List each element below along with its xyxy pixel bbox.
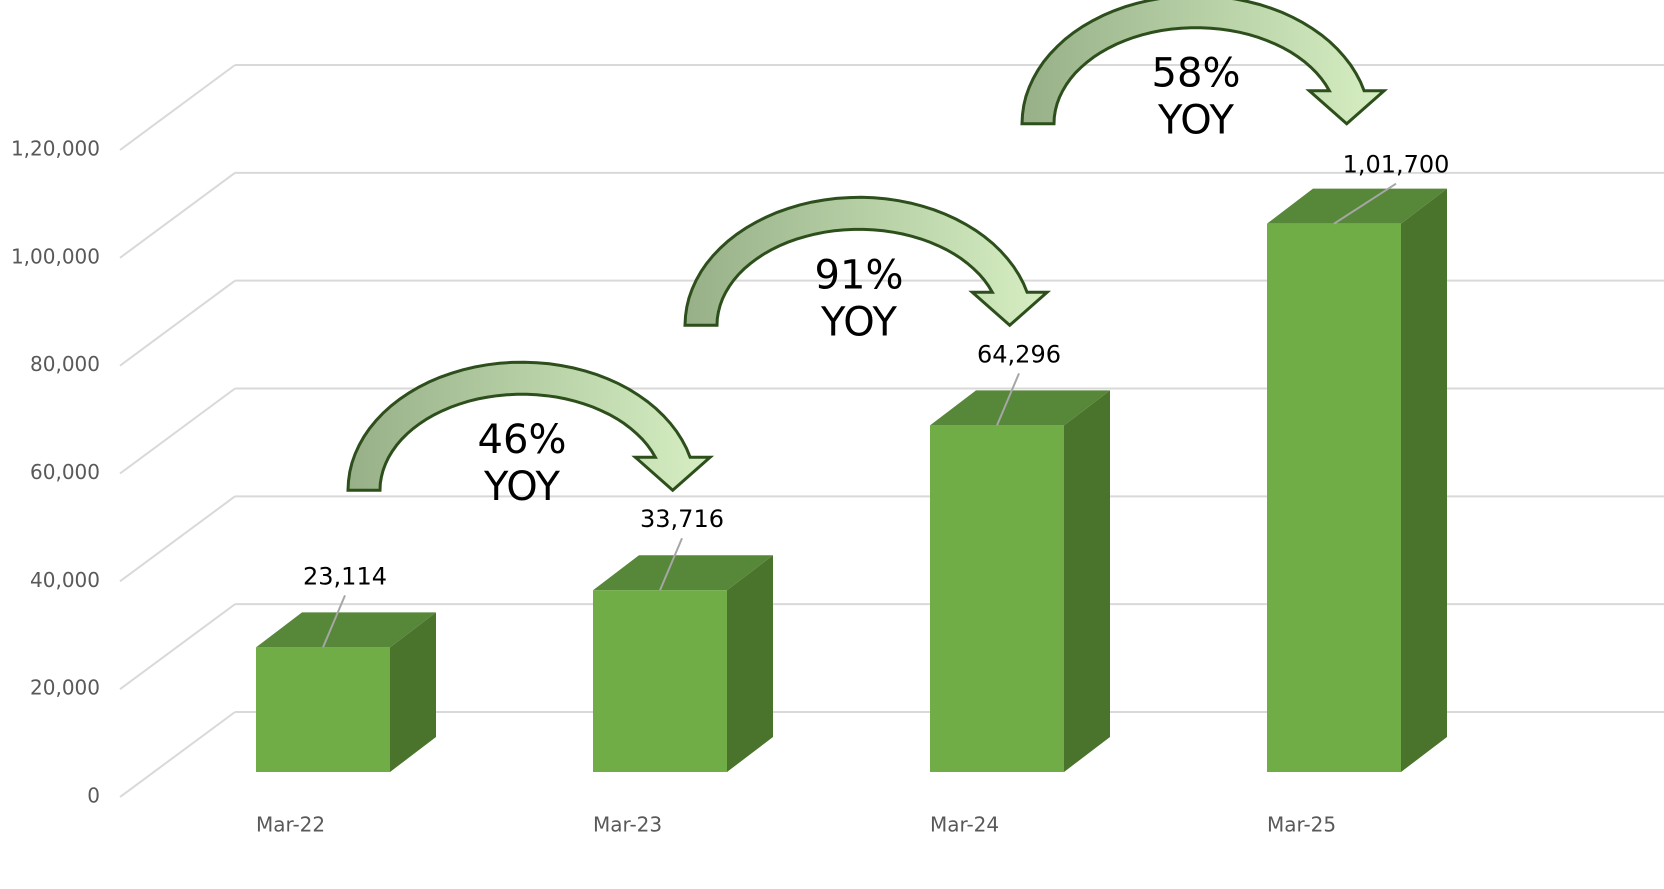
annotation: YOY xyxy=(1157,98,1235,144)
bar-side xyxy=(1401,188,1447,773)
bar xyxy=(930,425,1064,772)
bar xyxy=(1267,223,1401,773)
y-tick-label: 1,00,000 xyxy=(11,244,100,268)
bar xyxy=(256,647,390,772)
grid-line xyxy=(119,172,236,259)
annotation: 91% xyxy=(815,252,904,298)
value-label: 1,01,700 xyxy=(1343,151,1450,179)
annotation: 58% xyxy=(1152,51,1241,97)
bar-top xyxy=(930,390,1110,426)
x-tick-label: Mar-22 xyxy=(256,813,325,837)
y-tick-label: 60,000 xyxy=(30,460,100,484)
yoy-arrow xyxy=(683,195,1052,328)
bar-side xyxy=(390,612,436,772)
grid-line xyxy=(119,64,236,151)
value-label: 64,296 xyxy=(977,340,1061,368)
annotation: 46% xyxy=(478,417,567,463)
value-label: 23,114 xyxy=(303,562,387,590)
x-tick-label: Mar-23 xyxy=(593,813,662,837)
bar xyxy=(593,590,727,772)
y-tick-label: 20,000 xyxy=(30,676,100,700)
grid-line xyxy=(119,711,236,798)
yoy-arrow xyxy=(346,360,715,493)
x-tick-label: Mar-25 xyxy=(1267,813,1336,837)
grid-line xyxy=(119,387,236,475)
y-tick-label: 0 xyxy=(87,784,100,808)
grid-line xyxy=(119,603,236,690)
value-label: 33,716 xyxy=(640,505,724,533)
bar-side xyxy=(727,555,773,772)
leader-line xyxy=(659,537,683,591)
grid-line xyxy=(119,279,236,367)
x-tick-label: Mar-24 xyxy=(930,813,999,837)
leader-line xyxy=(1333,182,1397,225)
y-tick-label: 1,20,000 xyxy=(11,137,100,161)
annotation: YOY xyxy=(483,464,561,510)
leader-line xyxy=(322,594,346,648)
bar-side xyxy=(1064,390,1110,772)
annotation: YOY xyxy=(820,299,898,345)
y-tick-label: 40,000 xyxy=(30,568,100,592)
grid-line xyxy=(119,495,236,583)
leader-line xyxy=(996,372,1020,426)
bar-top xyxy=(256,612,436,648)
bar-top xyxy=(593,555,773,591)
y-tick-label: 80,000 xyxy=(30,352,100,376)
bar-top xyxy=(1267,188,1447,224)
yoy-arrow xyxy=(1020,0,1389,126)
